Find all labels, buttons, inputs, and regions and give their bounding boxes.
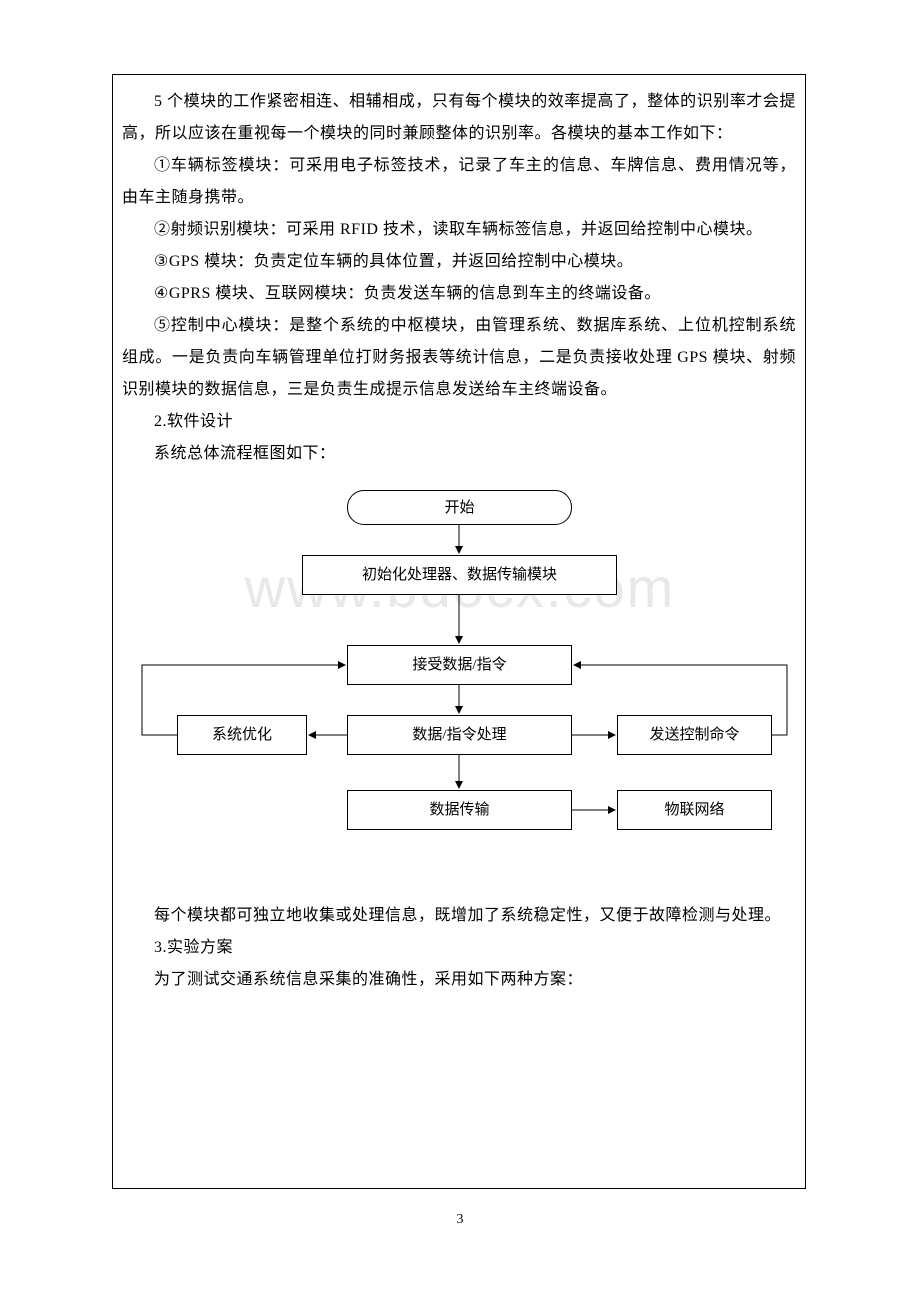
edge-send-recv-loop: [574, 665, 787, 735]
paragraph-module-2: ②射频识别模块：可采用 RFID 技术，读取车辆标签信息，并返回给控制中心模块。: [122, 214, 796, 246]
paragraph-flowchart-intro: 系统总体流程框图如下：: [122, 438, 796, 470]
edge-opt-recv-loop: [142, 665, 345, 735]
paragraph-module-1: ①车辆标签模块：可采用电子标签技术，记录了车主的信息、车牌信息、费用情况等，由车…: [122, 150, 796, 214]
flowchart-arrows: [122, 480, 796, 880]
paragraph-module-3: ③GPS 模块：负责定位车辆的具体位置，并返回给控制中心模块。: [122, 246, 796, 278]
paragraph-module-5: ⑤控制中心模块：是整个系统的中枢模块，由管理系统、数据库系统、上位机控制系统组成…: [122, 310, 796, 406]
heading-software: 2.软件设计: [122, 406, 796, 438]
paragraph-module-summary: 每个模块都可独立地收集或处理信息，既增加了系统稳定性，又便于故障检测与处理。: [122, 900, 796, 932]
flowchart-container: 开始 初始化处理器、数据传输模块 接受数据/指令 系统优化 数据/指令处理 发送…: [122, 480, 796, 880]
page-number: 3: [0, 1212, 920, 1228]
paragraph-module-4: ④GPRS 模块、互联网模块：负责发送车辆的信息到车主的终端设备。: [122, 278, 796, 310]
document-content: 5 个模块的工作紧密相连、相辅相成，只有每个模块的效率提高了，整体的识别率才会提…: [112, 74, 806, 1006]
paragraph-experiment-intro: 为了测试交通系统信息采集的准确性，采用如下两种方案：: [122, 964, 796, 996]
paragraph-intro: 5 个模块的工作紧密相连、相辅相成，只有每个模块的效率提高了，整体的识别率才会提…: [122, 86, 796, 150]
heading-experiment: 3.实验方案: [122, 932, 796, 964]
